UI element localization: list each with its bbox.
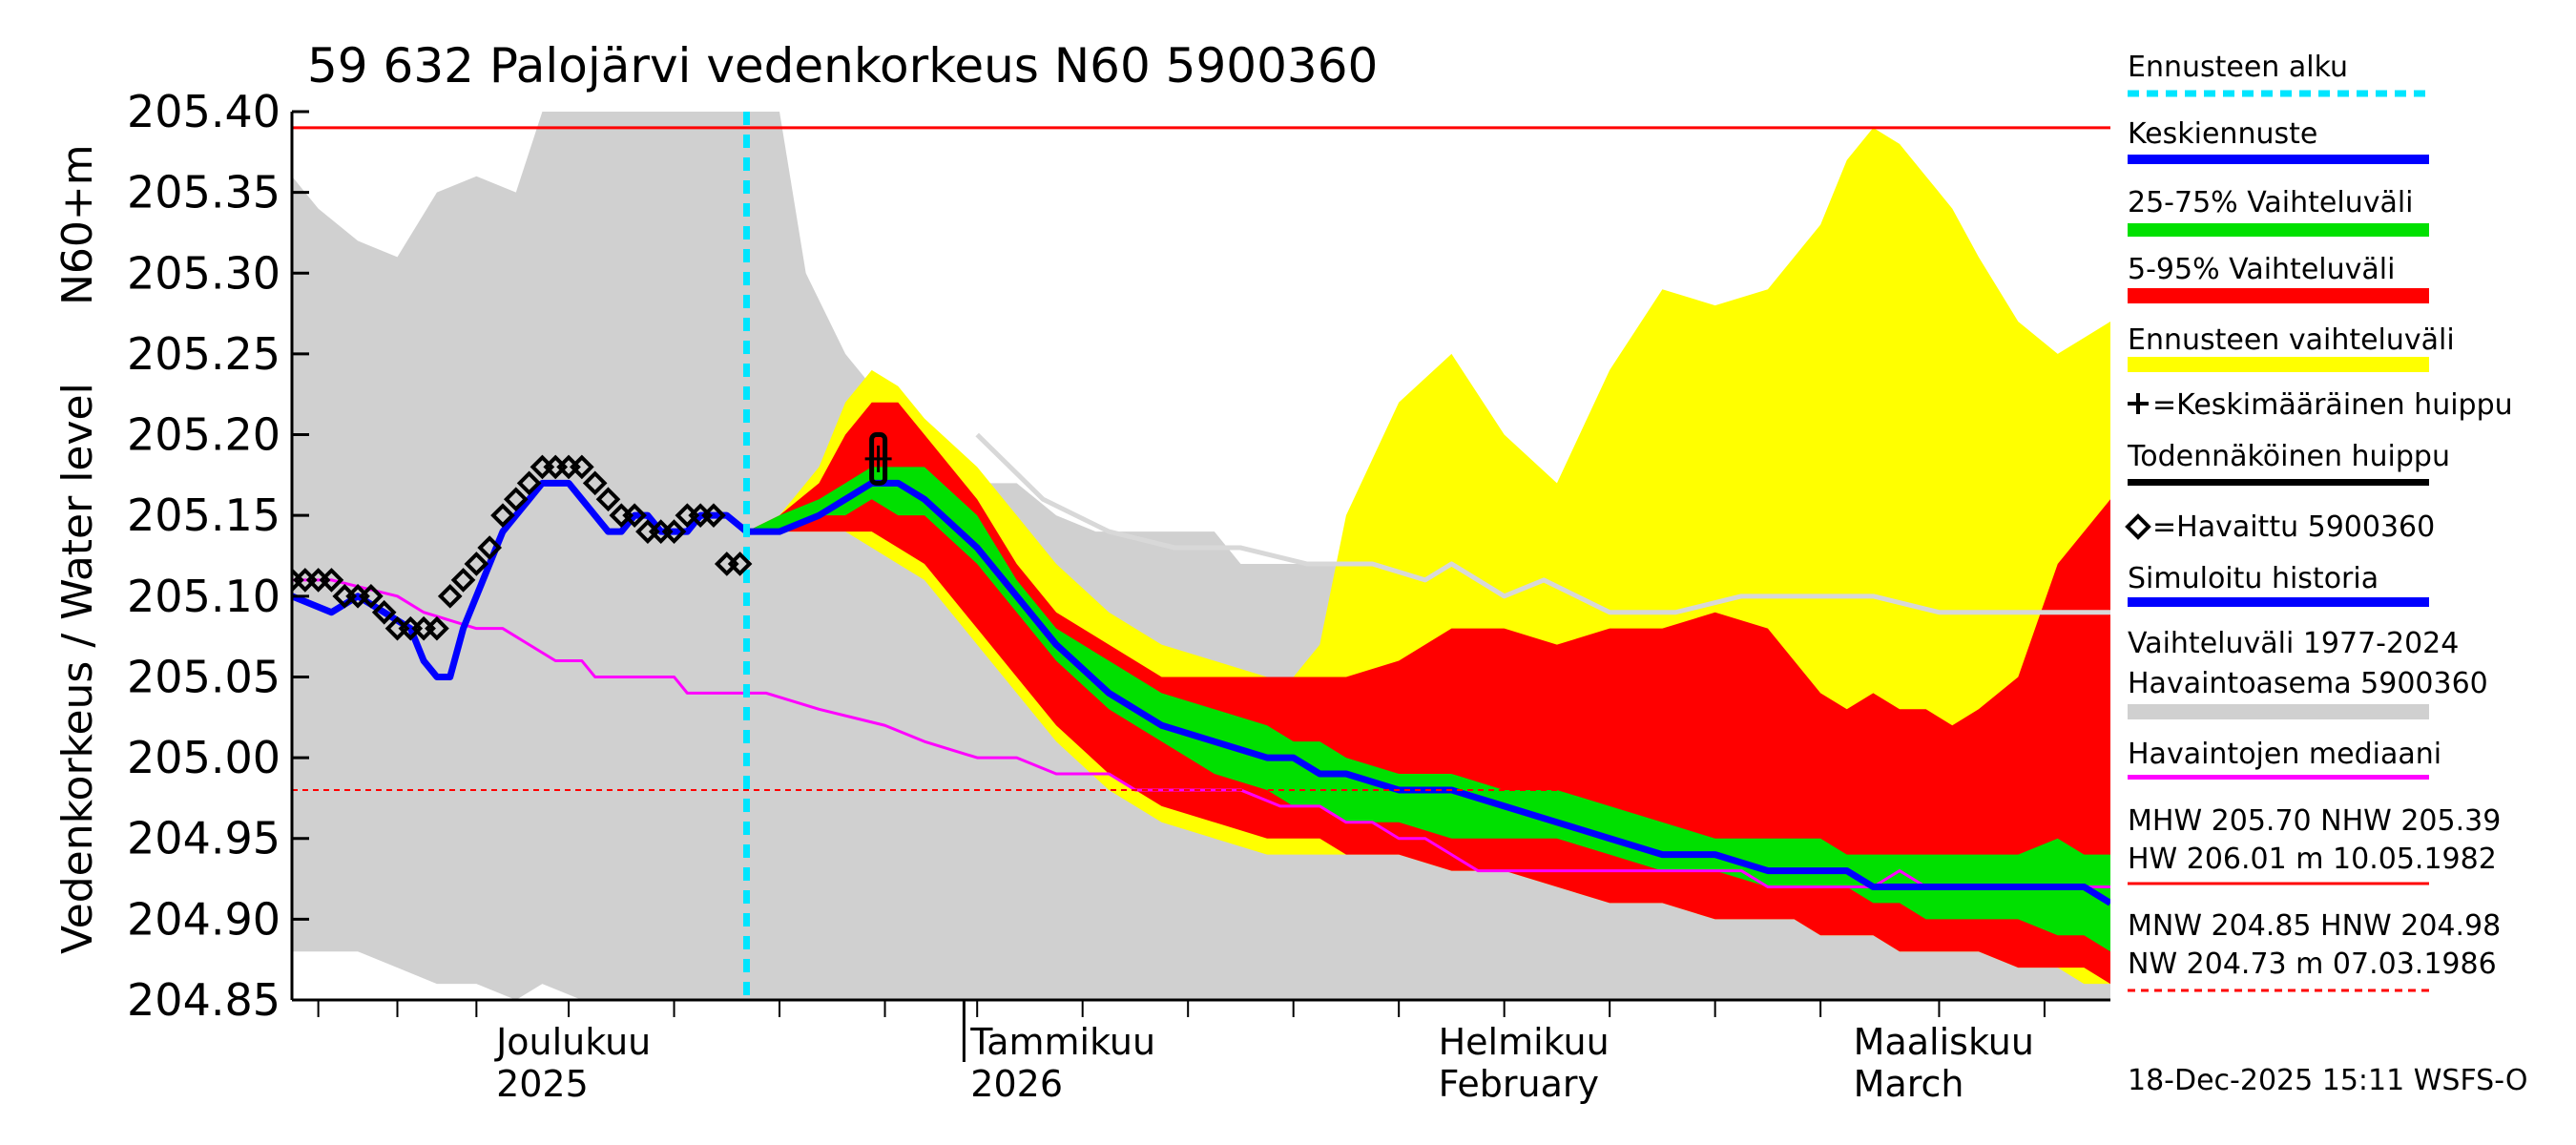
legend-label: =Keskimääräinen huippu bbox=[2152, 388, 2513, 422]
legend-label: Todennäköinen huippu bbox=[2127, 440, 2450, 473]
legend-swatch bbox=[2128, 288, 2429, 303]
observation-point bbox=[503, 487, 529, 512]
x-month-label: Tammikuu bbox=[969, 1021, 1155, 1063]
y-axis-unit-label: N60+m bbox=[53, 144, 102, 305]
y-tick-label: 205.40 bbox=[127, 86, 280, 137]
observation-point bbox=[570, 454, 594, 480]
observation-point bbox=[701, 503, 726, 529]
chart-title: 59 632 Palojärvi vedenkorkeus N60 590036… bbox=[307, 38, 1378, 94]
y-tick-label: 205.15 bbox=[127, 489, 280, 541]
simulated-history-grey-line bbox=[975, 432, 2110, 615]
x-year-label: March bbox=[1854, 1063, 1964, 1105]
legend-swatch bbox=[2128, 479, 2429, 486]
y-tick-label: 205.30 bbox=[127, 247, 280, 299]
stat-mhw-nhw: MHW 205.70 NHW 205.39 bbox=[2128, 804, 2501, 838]
legend-label: Havaintojen mediaani bbox=[2128, 738, 2441, 771]
y-tick-label: 205.05 bbox=[127, 651, 280, 702]
observation-point bbox=[727, 552, 753, 576]
y-tick-label: 205.00 bbox=[127, 732, 280, 783]
legend: Ennusteen alku Keskiennuste 25-75% Vaihtel… bbox=[2125, 51, 2513, 780]
plot-area bbox=[292, 112, 2110, 1000]
y-tick-label: 204.90 bbox=[127, 893, 280, 945]
y-axis: 205.40 205.35 205.30 205.25 205.20 205.15 205.… bbox=[127, 86, 309, 1026]
x-year-label: 2025 bbox=[496, 1063, 589, 1105]
x-month-label: Maaliskuu bbox=[1854, 1021, 2034, 1063]
legend-label: =Havaittu 5900360 bbox=[2152, 510, 2435, 544]
observation-point bbox=[477, 535, 503, 560]
observation-point bbox=[490, 503, 515, 529]
observation-point bbox=[661, 519, 687, 544]
x-year-label: February bbox=[1439, 1063, 1599, 1105]
legend-label: Vaihteluväli 1977-2024 bbox=[2128, 627, 2459, 660]
x-month-label: Helmikuu bbox=[1439, 1021, 1610, 1063]
legend-swatch bbox=[2128, 704, 2429, 719]
legend-swatch bbox=[2128, 357, 2429, 372]
y-tick-label: 205.20 bbox=[127, 409, 280, 461]
y-tick-label: 204.95 bbox=[127, 813, 280, 864]
legend-label: 5-95% Vaihteluväli bbox=[2128, 253, 2395, 286]
legend-swatch bbox=[2128, 155, 2429, 164]
legend-swatch bbox=[2128, 775, 2429, 780]
observation-point bbox=[622, 503, 647, 529]
band-25-75 bbox=[746, 467, 2110, 952]
simulated-history-line bbox=[292, 479, 749, 680]
x-year-label: 2026 bbox=[970, 1063, 1063, 1105]
legend-label: Ennusteen vaihteluväli bbox=[2128, 323, 2455, 357]
footer-timestamp: 18-Dec-2025 15:11 WSFS-O bbox=[2128, 1064, 2528, 1097]
stat-mnw-hnw: MNW 204.85 HNW 204.98 bbox=[2128, 909, 2501, 943]
observed-median-line bbox=[292, 578, 2110, 889]
legend-diamond bbox=[2125, 513, 2151, 540]
legend-label: Keskiennuste bbox=[2128, 117, 2317, 151]
observation-point bbox=[437, 583, 463, 609]
observation-point bbox=[319, 568, 344, 593]
observation-point bbox=[450, 568, 476, 593]
observation-point bbox=[464, 552, 489, 576]
legend-label: Ennusteen alku bbox=[2128, 51, 2348, 84]
observation-point bbox=[371, 599, 397, 625]
stat-hw: HW 206.01 m 10.05.1982 bbox=[2128, 843, 2497, 876]
plot-series bbox=[292, 112, 2110, 1000]
legend-swatch bbox=[2128, 223, 2429, 237]
y-tick-label: 205.35 bbox=[127, 167, 280, 219]
stat-nw: NW 204.73 m 07.03.1986 bbox=[2128, 947, 2497, 981]
x-month-label: Joulukuu bbox=[494, 1021, 651, 1063]
legend-label: 25-75% Vaihteluväli bbox=[2128, 186, 2414, 219]
legend-swatch bbox=[2128, 597, 2429, 607]
y-tick-label: 205.25 bbox=[127, 328, 280, 380]
observation-point bbox=[595, 487, 621, 512]
observation-point bbox=[582, 470, 608, 496]
legend-label: Havaintoasema 5900360 bbox=[2128, 667, 2488, 700]
y-axis-label: Vedenkorkeus / Water level bbox=[53, 383, 102, 954]
observation-point bbox=[425, 615, 449, 641]
observation-point bbox=[516, 470, 542, 496]
y-tick-label: 204.85 bbox=[127, 974, 280, 1026]
legend-label: Simuloitu historia bbox=[2128, 562, 2379, 595]
y-tick-label: 205.10 bbox=[127, 571, 280, 622]
observation-point bbox=[359, 583, 384, 609]
